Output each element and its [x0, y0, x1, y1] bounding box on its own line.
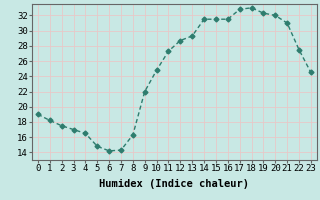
- X-axis label: Humidex (Indice chaleur): Humidex (Indice chaleur): [100, 179, 249, 189]
